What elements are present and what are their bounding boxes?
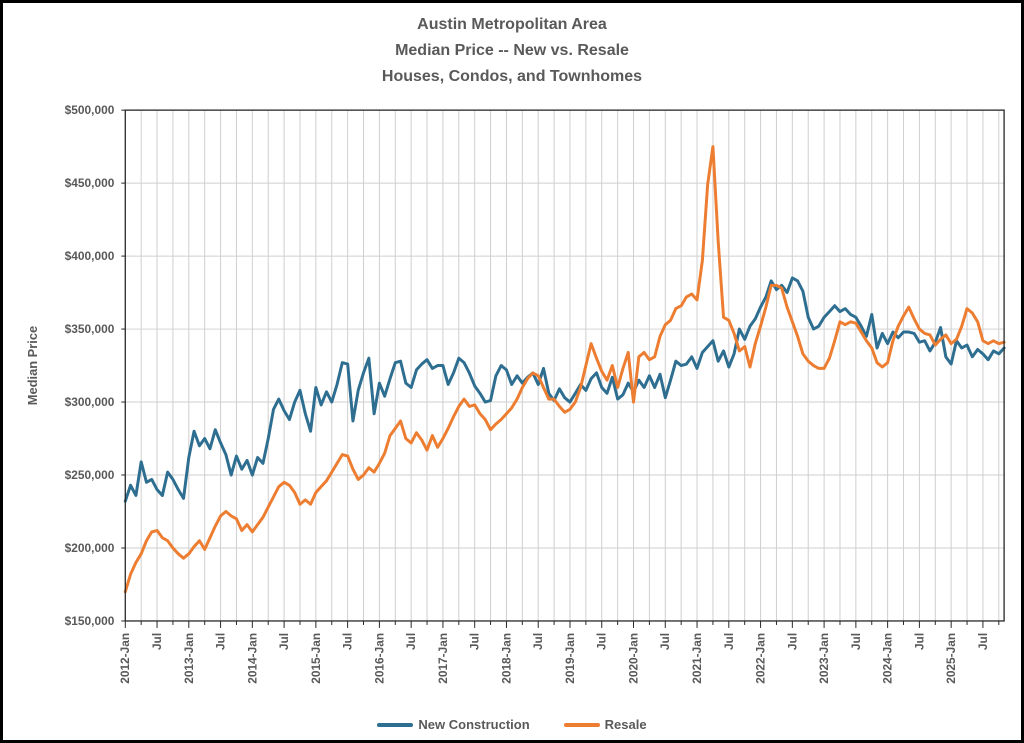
chart-title-line-1: Austin Metropolitan Area <box>417 16 607 33</box>
x-tick-label: Jul <box>531 633 545 650</box>
legend-line-swatch-icon <box>563 722 600 727</box>
y-tick-label: $300,000 <box>65 395 115 409</box>
legend-line-swatch-icon <box>377 722 414 727</box>
x-tick-label: Jul <box>150 633 164 650</box>
y-tick-label: $200,000 <box>65 541 115 555</box>
chart-title: Austin Metropolitan Area Median Price --… <box>3 12 1021 90</box>
x-tick-label: Jul <box>214 633 228 650</box>
x-tick-label: 2018-Jan <box>499 633 513 684</box>
x-tick-label: 2015-Jan <box>309 633 323 684</box>
series-line-resale <box>123 145 1006 594</box>
x-tick-label: 2023-Jan <box>817 633 831 684</box>
chart-title-line-3: Houses, Condos, and Townhomes <box>381 68 643 85</box>
legend: New Construction Resale <box>3 717 1021 732</box>
plot-border <box>124 109 1005 622</box>
y-tick-label: $450,000 <box>65 176 115 190</box>
y-tick-label: $250,000 <box>65 468 115 482</box>
y-axis-title: Median Price <box>25 326 40 405</box>
y-tick-label: $150,000 <box>65 614 115 628</box>
x-tick-label: Jul <box>912 633 926 650</box>
x-tick-label: Jul <box>658 633 672 650</box>
x-tick-label: Jul <box>341 633 355 650</box>
x-tick-label: Jul <box>849 633 863 650</box>
x-tick-label: 2019-Jan <box>563 633 577 684</box>
x-tick-label: Jul <box>595 633 609 650</box>
legend-label: New Construction <box>418 717 530 732</box>
y-tick-label: $350,000 <box>65 322 115 336</box>
x-tick-label: Jul <box>468 633 482 650</box>
x-tick-label: Jul <box>277 633 291 650</box>
x-tick-label: 2012-Jan <box>118 633 132 684</box>
y-tick-label: $400,000 <box>65 249 115 263</box>
x-tick-label: 2014-Jan <box>245 633 259 684</box>
x-tick-label: Jul <box>722 633 736 650</box>
x-tick-label: 2013-Jan <box>182 633 196 684</box>
legend-item-resale: Resale <box>563 717 647 732</box>
legend-item-new-construction: New Construction <box>377 717 530 732</box>
series-line-new-construction <box>123 276 1006 503</box>
x-tick-label: 2022-Jan <box>754 633 768 684</box>
line-chart: $150,000 $200,000 $250,000 $300,000 $350,000… <box>25 103 1006 684</box>
x-tick-label: Jul <box>785 633 799 650</box>
chart-title-line-2: Median Price -- New vs. Resale <box>395 42 629 59</box>
legend-label: Resale <box>604 717 647 732</box>
y-tick-label: $500,000 <box>65 103 115 117</box>
x-tick-label: Jul <box>404 633 418 650</box>
x-tick-label: 2020-Jan <box>626 633 640 684</box>
x-tick-label: 2024-Jan <box>881 633 895 684</box>
x-tick-label: 2017-Jan <box>436 633 450 684</box>
x-tick-label: 2025-Jan <box>944 633 958 684</box>
x-tick-label: 2021-Jan <box>690 633 704 684</box>
x-tick-label: Jul <box>976 633 990 650</box>
x-tick-label: 2016-Jan <box>372 633 386 684</box>
